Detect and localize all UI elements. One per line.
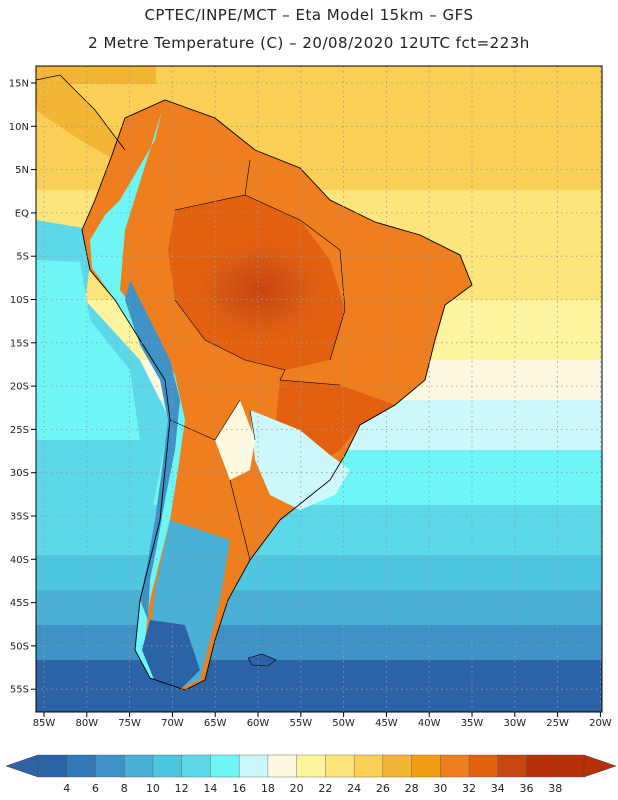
central-america-coast (36, 74, 126, 151)
colorbar-swatch (152, 754, 183, 778)
hot-core (190, 235, 330, 345)
lat-tick-label: EQ (15, 208, 29, 219)
colorbar-swatch (95, 754, 125, 778)
map-field (36, 66, 602, 712)
ocean-band-12 (36, 555, 602, 595)
lon-tick-label: 30W (503, 718, 526, 729)
map-title-line2: 2 Metre Temperature (C) – 20/08/2020 12U… (88, 34, 530, 52)
lat-tick-label: 25S (10, 425, 29, 436)
colorbar-label: 4 (63, 782, 71, 795)
colorbar-label: 10 (145, 782, 160, 795)
lon-tick-label: 40W (418, 718, 441, 729)
lat-tick-label: 20S (10, 382, 29, 393)
country-borders (169, 159, 346, 561)
colorbar-arrow-left-edge (5, 754, 39, 778)
uruguay-cool (250, 410, 350, 510)
colorbar-label: 14 (203, 782, 218, 795)
lat-tick-label: 10S (10, 295, 29, 306)
colorbar-swatch (468, 754, 499, 778)
lat-tick-label: 15N (9, 79, 29, 90)
colorbar-label: 18 (260, 782, 275, 795)
colorbar-swatch (66, 754, 97, 778)
colorbar-swatch (526, 754, 556, 778)
colorbar-label: 8 (120, 782, 128, 795)
ocean-band-8 (36, 625, 602, 665)
map-frame (35, 65, 603, 713)
lon-tick-label: 25W (546, 718, 569, 729)
colorbar-swatch (210, 754, 240, 778)
colorbar-swatch (267, 754, 298, 778)
lat-tick-label: 10N (9, 122, 29, 133)
axis-tick-labels: 85W 80W 75W 70W 65W 60W 55W 50W 45W 40W 35W 30W 25W 2… (9, 79, 612, 730)
lon-tick-label: 65W (204, 718, 227, 729)
lon-tick-label: 20W (589, 718, 612, 729)
colorbar-label: 12 (174, 782, 189, 795)
map-title-line1: CPTEC/INPE/MCT – Eta Model 15km – GFS (144, 6, 474, 24)
tierra-del-fuego (142, 620, 200, 690)
lat-tick-label: 5N (15, 165, 29, 176)
colorbar-swatch (325, 754, 355, 778)
colorbar-label: 22 (318, 782, 333, 795)
colorbar-label: 36 (519, 782, 534, 795)
colorbar-label: 38 (548, 782, 563, 795)
pacific-cool-inner (36, 260, 140, 440)
lon-tick-label: 35W (461, 718, 484, 729)
lat-tick-label: 50S (10, 641, 29, 652)
ocean-band-4 (36, 660, 602, 712)
colorbar-label: 16 (232, 782, 247, 795)
colorbar-swatch (497, 754, 528, 778)
falkland-islands (247, 653, 277, 667)
lon-tick-label: 60W (247, 718, 270, 729)
colorbar-label: 26 (375, 782, 390, 795)
colorbar-label: 34 (490, 782, 505, 795)
colorbar-swatch (382, 754, 413, 778)
andes-cold (90, 110, 185, 680)
colorbar-swatch (296, 754, 327, 778)
paraguay-mild (215, 400, 255, 480)
colorbar-swatch (440, 754, 470, 778)
colorbar-swatch (238, 754, 269, 778)
lon-tick-label: 85W (33, 718, 56, 729)
colorbar-arrow-right (583, 754, 617, 778)
lat-tick-label: 45S (10, 598, 29, 609)
colorbar-label: 20 (289, 782, 304, 795)
lat-tick-label: 55S (10, 685, 29, 696)
lon-tick-label: 55W (289, 718, 312, 729)
colorbar-swatch (411, 754, 442, 778)
lon-tick-label: 75W (118, 718, 141, 729)
colorbar-swatch (124, 754, 154, 778)
lon-tick-label: 70W (161, 718, 184, 729)
colorbar-label: 30 (433, 782, 448, 795)
lon-tick-label: 80W (75, 718, 98, 729)
lat-tick-label: 30S (10, 468, 29, 479)
lat-tick-label: 35S (10, 512, 29, 523)
colorbar-label: 32 (462, 782, 477, 795)
lat-tick-label: 40S (10, 555, 29, 566)
central-america (36, 75, 125, 160)
colorbar-swatch (353, 754, 384, 778)
colorbar-label: 28 (404, 782, 419, 795)
andes-peaks (125, 280, 180, 620)
colorbar-swatch (555, 754, 585, 778)
lon-tick-label: 50W (332, 718, 355, 729)
lat-tick-label: 5S (16, 252, 29, 263)
colorbar-swatch (181, 754, 212, 778)
colorbar-swatch (37, 754, 68, 778)
colorbar-label: 24 (347, 782, 362, 795)
ocean-band-10 (36, 590, 602, 630)
colorbar-label: 6 (91, 782, 99, 795)
lon-tick-label: 45W (375, 718, 398, 729)
lat-tick-label: 15S (10, 338, 29, 349)
caribbean-warm (36, 66, 156, 84)
colorbar (5, 754, 617, 778)
